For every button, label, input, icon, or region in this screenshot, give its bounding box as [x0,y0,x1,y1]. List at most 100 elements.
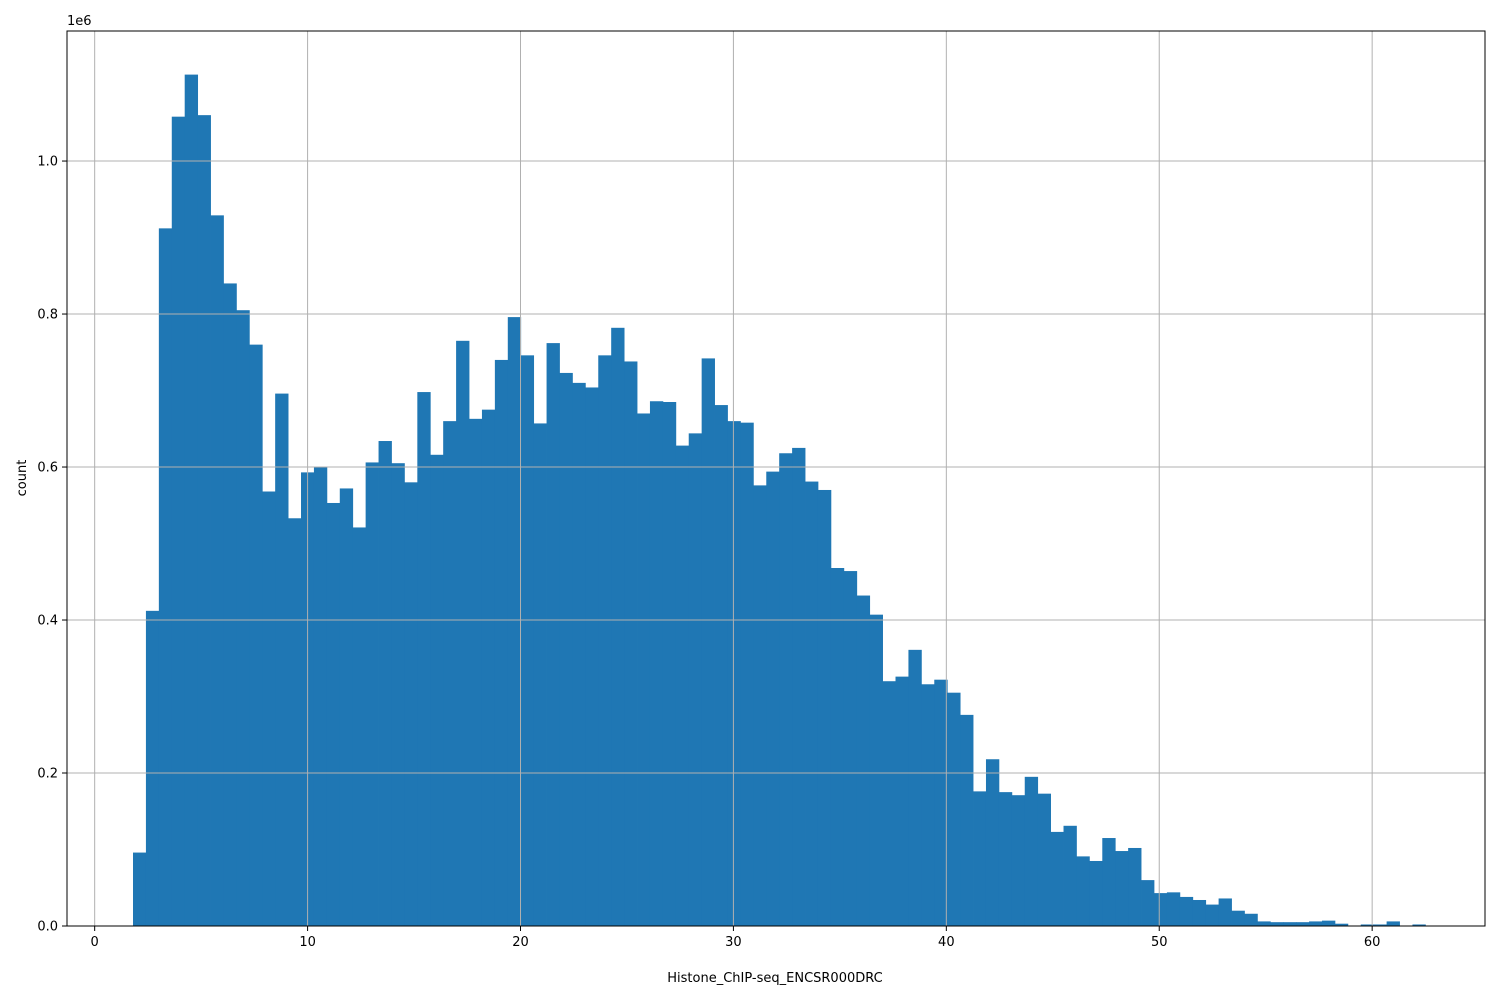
histogram-bar [1050,831,1064,926]
histogram-bar [805,481,819,926]
histogram-bar [391,463,405,926]
histogram-bar [856,595,871,926]
histogram-bar [624,361,638,926]
histogram-bar [1321,920,1336,926]
histogram-bar [572,382,586,926]
histogram-bar [133,852,147,926]
histogram-bars [133,74,1426,927]
histogram-bar [1153,893,1168,926]
histogram-bar [830,568,845,926]
histogram-bar [275,393,289,927]
x-tick-label: 0 [91,935,99,950]
histogram-bar [1296,922,1310,926]
histogram-bar [727,421,741,926]
histogram-bar [1334,923,1349,926]
histogram-bar [637,413,651,926]
histogram-bar [1218,898,1232,926]
x-tick-label: 10 [299,935,316,950]
histogram-bar [1373,924,1388,926]
y-tick-label: 0.8 [37,308,58,323]
histogram-bar [817,489,832,926]
histogram-bar [649,401,664,926]
histogram-bar [1115,851,1129,926]
y-tick-label: 0.4 [37,614,58,629]
histogram-bar [507,317,522,927]
histogram-bar [430,454,444,926]
histogram-bar [313,467,328,926]
histogram-bar [339,488,354,926]
histogram-bar [1102,838,1116,926]
histogram-bar [1037,793,1051,926]
histogram-bar [1011,795,1026,926]
histogram-bar [481,409,496,927]
histogram-bar [598,355,612,926]
x-tick-label: 50 [1151,935,1168,950]
plot-frame [66,30,1486,927]
x-tick-label: 40 [938,935,955,950]
histogram-bar [1205,904,1220,926]
histogram-bar [378,441,392,926]
histogram-bar [1128,847,1142,926]
histogram-bar [494,359,509,926]
histogram-bar [417,392,431,926]
y-axis-label: count [15,460,30,497]
histogram-bar [1257,921,1271,926]
histogram-bar [546,343,560,927]
histogram-bar [611,327,625,926]
histogram-bar [404,482,418,926]
histogram-bar [882,681,896,926]
histogram-bar [662,402,677,926]
x-tick-label: 30 [725,935,742,950]
histogram-bar [326,502,341,926]
histogram-bar [1309,921,1323,926]
histogram-bar [1244,913,1258,926]
histogram-bar [688,433,703,926]
histogram-bar [1141,880,1155,926]
y-offset-label: 1e6 [67,14,92,29]
histogram-bar [262,491,276,926]
histogram-bar [223,283,237,926]
histogram-bar [934,679,948,926]
histogram-bar [1024,776,1039,926]
histogram-bar [585,387,599,926]
histogram-bar [753,485,767,926]
x-axis-ticks: 0 10 20 30 40 50 60 [91,926,1381,950]
histogram-bar [352,527,367,926]
histogram-bar [1412,924,1426,926]
histogram-bar [1089,860,1103,926]
histogram-bar [249,344,263,927]
y-tick-label: 0.2 [37,767,58,782]
y-tick-label: 1.0 [37,155,58,170]
histogram-bar [559,372,573,926]
histogram-bar [985,759,1000,926]
histogram-bar [158,228,173,926]
histogram-bar [1360,924,1375,926]
histogram-bar [701,358,715,926]
x-tick-label: 20 [512,935,529,950]
histogram-bar [740,422,754,926]
histogram-bar [843,571,858,926]
histogram-bar [520,355,535,926]
histogram-bar [288,518,302,926]
histogram-bar [1270,922,1284,926]
histogram-bar [675,445,690,926]
histogram-bar [197,115,211,926]
histogram-bar [908,649,922,926]
histogram-bar [443,421,457,926]
y-tick-label: 0.6 [37,461,58,476]
histogram-bar [365,462,379,926]
histogram-bar [973,791,987,926]
histogram-bar [1231,910,1245,926]
histogram-bar [1192,899,1207,926]
histogram-bar [714,405,728,927]
x-axis-label: Histone_ChIP-seq_ENCSR000DRC [667,971,882,986]
histogram-bar [766,471,780,926]
histogram-bar [1283,922,1297,926]
histogram-bar [1063,825,1077,926]
histogram-bar [1076,856,1090,926]
x-tick-label: 60 [1364,935,1381,950]
histogram-bar [236,310,250,926]
histogram-bar [792,447,806,926]
histogram-bar [456,340,470,926]
